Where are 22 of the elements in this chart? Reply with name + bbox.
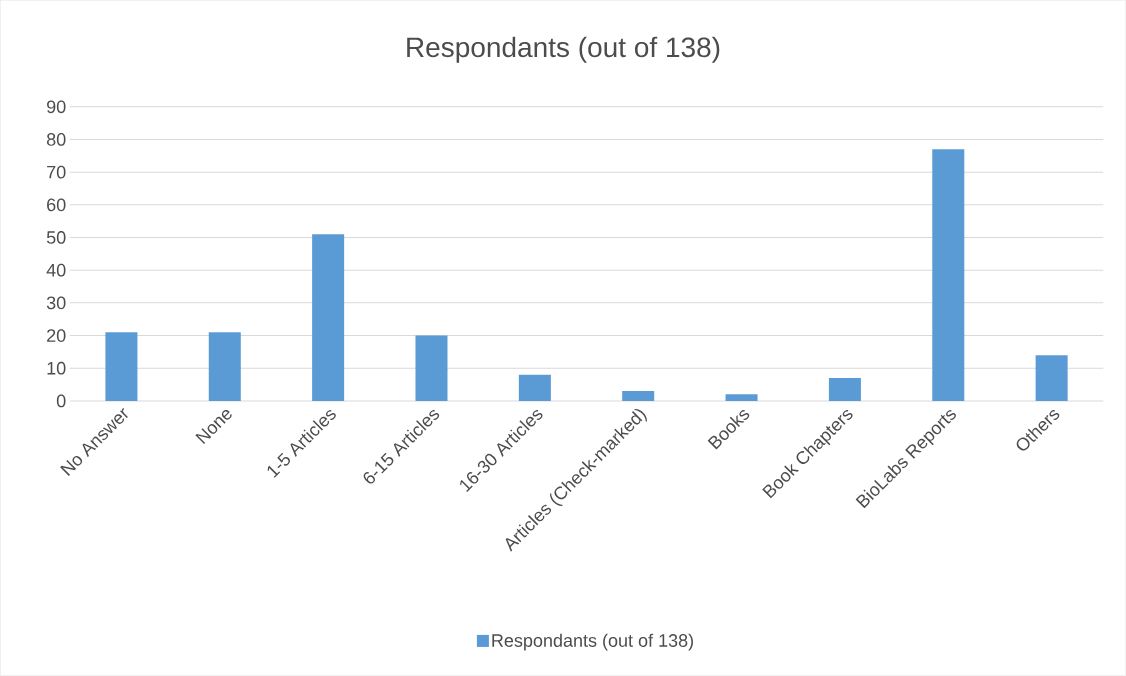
y-tick-label: 0: [56, 394, 66, 408]
legend-label: Respondants (out of 138): [492, 633, 693, 651]
bar: [725, 394, 758, 402]
y-tick-label: 20: [47, 329, 66, 343]
bar: [312, 234, 345, 402]
y-tick-label: 10: [47, 361, 66, 375]
chart-title: Respondants (out of 138): [407, 36, 720, 63]
y-tick-label: 30: [46, 296, 66, 310]
bar: [415, 335, 448, 402]
y-tick-label: 90: [47, 100, 66, 114]
bar: [622, 391, 655, 402]
bar: [932, 149, 965, 402]
bar: [1035, 355, 1068, 402]
bar: [105, 332, 138, 402]
bar: [828, 378, 861, 402]
y-tick-label: 60: [47, 198, 66, 212]
y-tick-label: 50: [46, 231, 66, 244]
bar: [208, 332, 241, 402]
bar: [518, 374, 551, 402]
y-tick-label: 40: [46, 263, 66, 277]
y-tick-label: 80: [46, 133, 66, 146]
y-tick-label: 70: [47, 165, 66, 179]
